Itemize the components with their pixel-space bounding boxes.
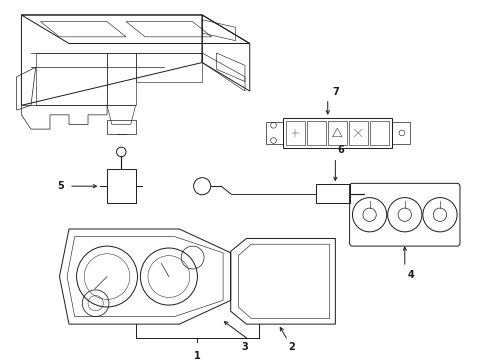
Text: 2: 2: [287, 342, 294, 352]
Text: 6: 6: [337, 145, 343, 155]
Text: 1: 1: [194, 351, 201, 360]
Text: 5: 5: [58, 181, 64, 191]
Text: 7: 7: [332, 87, 339, 97]
Text: 3: 3: [241, 342, 247, 352]
Text: 4: 4: [407, 270, 413, 280]
